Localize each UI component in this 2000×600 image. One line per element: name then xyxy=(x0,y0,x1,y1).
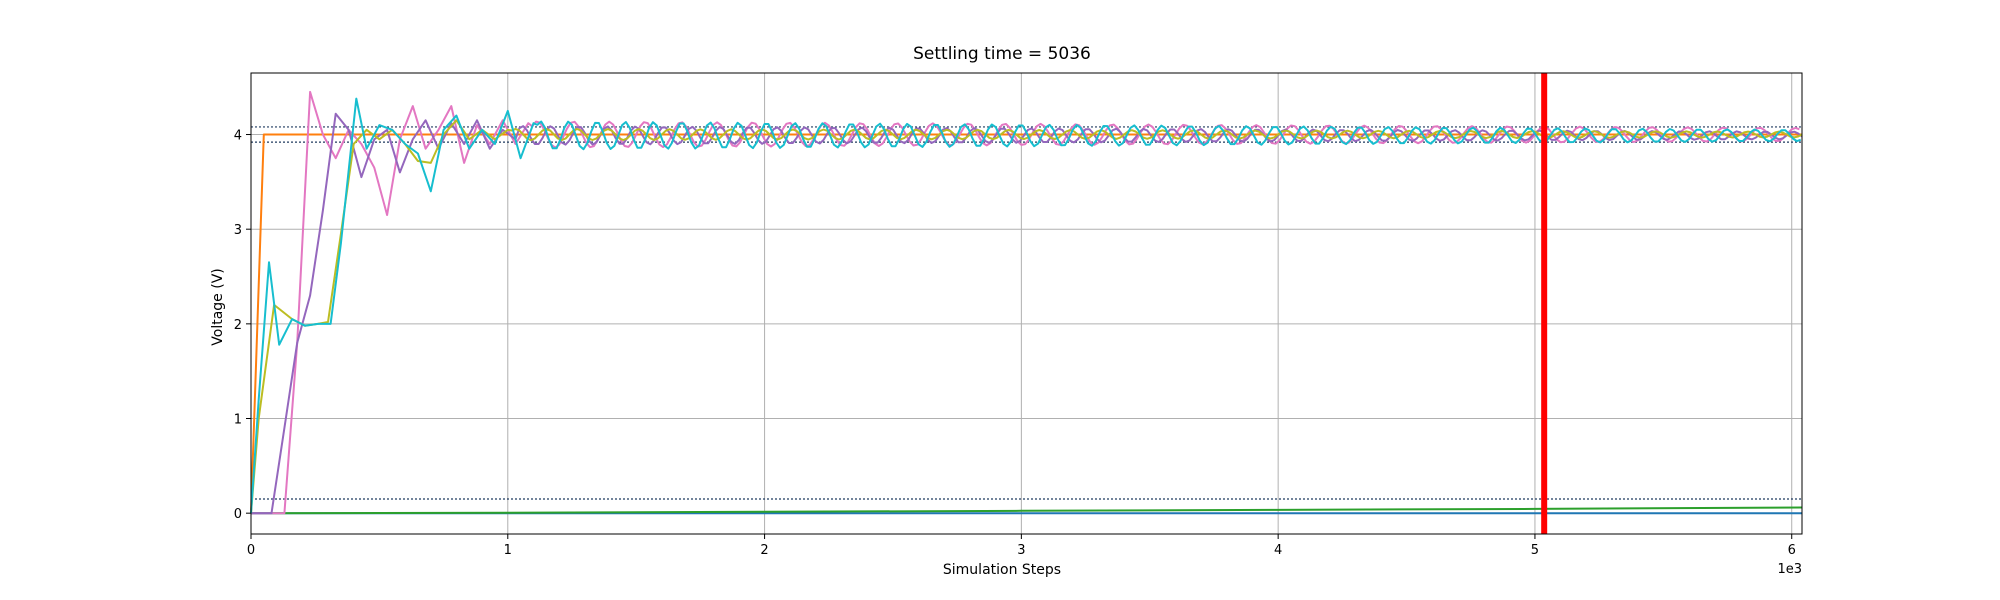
x-axis-offset-text: 1e3 xyxy=(1777,562,1802,577)
y-tick-label: 4 xyxy=(234,129,242,144)
x-tick-label: 0 xyxy=(247,543,255,558)
x-tick-label: 3 xyxy=(1017,543,1025,558)
x-tick-label: 4 xyxy=(1274,543,1282,558)
y-tick-label: 1 xyxy=(234,413,242,428)
series-line-6 xyxy=(250,119,1803,514)
series-line-5 xyxy=(251,112,1803,515)
y-axis-label: Voltage (V) xyxy=(210,268,226,345)
x-tick-label: 6 xyxy=(1788,543,1796,558)
y-tick-label: 0 xyxy=(234,507,242,522)
series-line-4 xyxy=(251,90,1800,515)
series-line-7 xyxy=(250,97,1802,514)
series-line-3 xyxy=(250,133,1802,514)
x-tick-label: 1 xyxy=(504,543,512,558)
x-tick-label: 2 xyxy=(760,543,768,558)
axis-ticks: 0 1 2 3 4 5 6 0 1 2 3 4 xyxy=(234,129,1796,558)
plot-area-frame xyxy=(250,72,1803,535)
series-lines xyxy=(250,90,1803,515)
x-tick-label: 5 xyxy=(1531,543,1539,558)
y-tick-label: 2 xyxy=(234,318,242,333)
y-tick-label: 3 xyxy=(234,223,242,238)
x-axis-label: Simulation Steps xyxy=(943,562,1061,578)
series-line-2 xyxy=(250,506,1803,515)
chart-title: Settling time = 5036 xyxy=(913,44,1091,64)
